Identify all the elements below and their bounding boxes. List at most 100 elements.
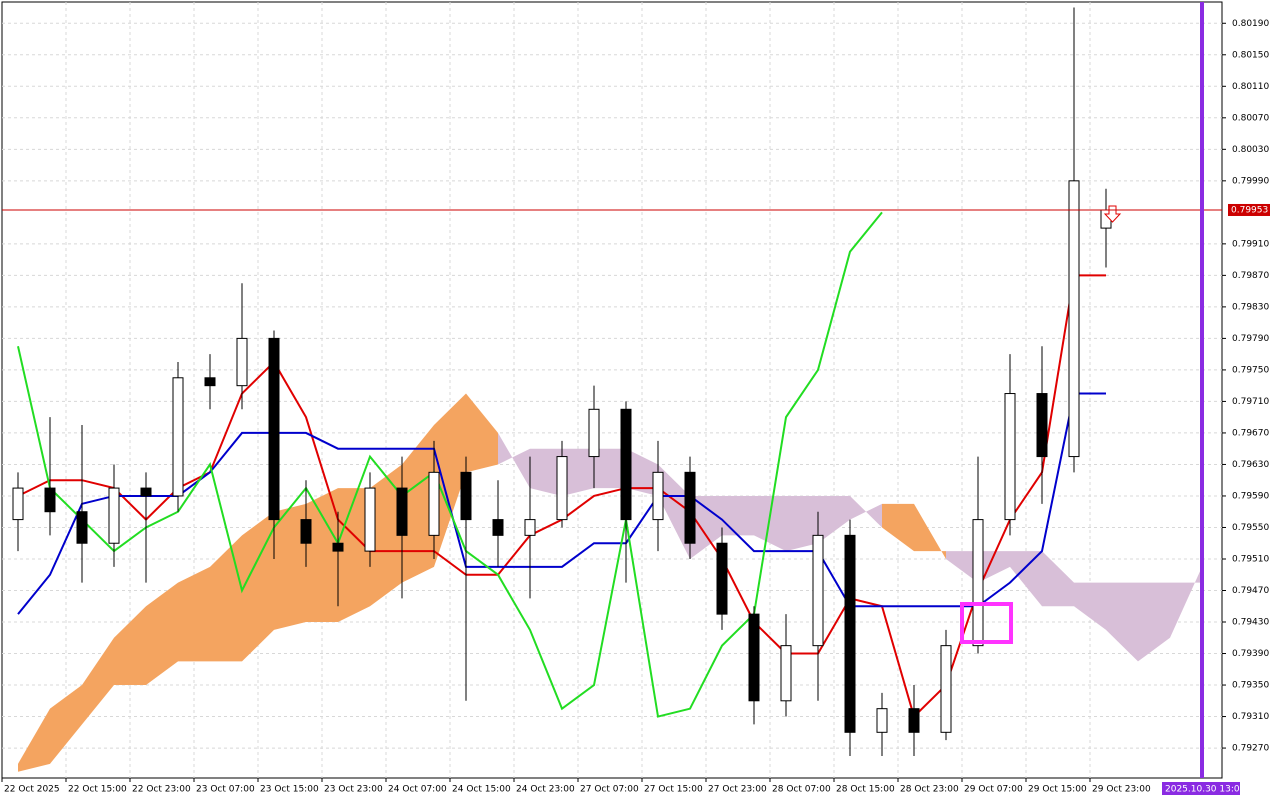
candle-body [1036, 393, 1048, 458]
cloud-segment [402, 425, 434, 583]
candle-body [364, 487, 376, 552]
candle-body [492, 519, 504, 536]
candle-body [844, 534, 856, 733]
y-tick-label: 0.79310 [1232, 712, 1269, 722]
cloud-segment [1138, 582, 1170, 662]
grid [2, 2, 1222, 778]
candle-body [236, 337, 248, 387]
cloud-segment [82, 637, 114, 725]
candle-body [972, 519, 984, 647]
cloud-segment [1010, 551, 1042, 607]
y-tick-label: 0.79590 [1232, 491, 1269, 501]
cloud-segment [210, 535, 242, 662]
plot-frame [1, 1, 1223, 779]
candle-body [460, 471, 472, 521]
x-tick-label: 23 Oct 23:00 [324, 785, 383, 795]
y-tick-label: 0.79790 [1232, 334, 1269, 344]
candle-body [108, 487, 120, 544]
y-tick-label: 0.79670 [1232, 428, 1269, 438]
candle-body [396, 487, 408, 536]
y-tick-label: 0.79750 [1232, 365, 1269, 375]
y-tick-label: 0.79510 [1232, 554, 1269, 564]
y-tick-label: 0.79990 [1232, 176, 1269, 186]
cloud-segment [914, 503, 946, 559]
x-tick-label: 29 Oct 15:00 [1028, 785, 1087, 795]
cloud-segment [18, 708, 50, 772]
x-tick-label: 22 Oct 15:00 [68, 785, 127, 795]
y-tick-label: 0.80150 [1232, 50, 1269, 60]
cloud-segment [1170, 566, 1202, 638]
cloud-segment [274, 503, 306, 630]
y-tick-label: 0.80070 [1232, 113, 1269, 123]
candles [12, 7, 1112, 756]
y-tick-label: 0.79870 [1232, 271, 1269, 281]
cloud-segment [658, 464, 690, 559]
sell-arrow [1103, 205, 1122, 223]
y-tick-label: 0.80190 [1232, 19, 1269, 29]
candle-body [172, 377, 184, 497]
cloud-segment [114, 606, 146, 686]
x-tick-label: 24 Oct 07:00 [388, 785, 447, 795]
cloud-segment [370, 464, 402, 607]
candle-body [524, 519, 536, 536]
cloud-segment [434, 393, 466, 567]
time-marker-box [1162, 782, 1240, 795]
candle-body [684, 471, 696, 544]
cloud-segment [562, 448, 594, 496]
cloud-segment [594, 448, 626, 489]
axis: 0.80190 0.80150 0.80110 0.80070 0.80030 0.799… [1, 19, 1270, 795]
cloud-segment [946, 551, 978, 583]
candle-body [44, 487, 56, 513]
candle-body [812, 534, 824, 647]
cloud-segment [754, 495, 786, 552]
x-tick-label: 22 Oct 2025 [4, 785, 60, 795]
candle-body [332, 542, 344, 552]
time-marker-label: 2025.10.30 13:00 [1165, 785, 1246, 795]
candle-body [588, 408, 600, 458]
cloud-segment [530, 448, 562, 496]
cloud-segment [882, 503, 914, 552]
x-tick-label: 28 Oct 07:00 [772, 785, 831, 795]
candle-body [652, 471, 664, 521]
indicator-line [17, 211, 883, 718]
cloud-segment [690, 495, 722, 559]
y-tick-label: 0.79470 [1232, 586, 1269, 596]
y-tick-label: 0.79430 [1232, 618, 1269, 628]
cloud-segment [466, 393, 498, 473]
x-tick-label: 29 Oct 23:00 [1092, 785, 1151, 795]
y-tick-label: 0.79710 [1232, 397, 1269, 407]
x-tick-label: 28 Oct 23:00 [900, 785, 959, 795]
y-tick-label: 0.80110 [1232, 82, 1269, 92]
candle-body [876, 708, 888, 733]
x-tick-label: 24 Oct 23:00 [516, 785, 575, 795]
cloud-segment [242, 511, 274, 662]
candle-body [556, 456, 568, 521]
candle-body [140, 487, 152, 497]
cloud-segment [306, 488, 338, 623]
candle-body [268, 337, 280, 521]
candle-body [620, 408, 632, 521]
x-tick-label: 28 Oct 15:00 [836, 785, 895, 795]
y-tick-label: 0.79550 [1232, 523, 1269, 533]
x-tick-label: 23 Oct 15:00 [260, 785, 319, 795]
x-tick-label: 23 Oct 07:00 [196, 785, 255, 795]
x-tick-label: 29 Oct 07:00 [964, 785, 1023, 795]
cloud-segment [722, 495, 754, 536]
candle-body [12, 487, 24, 521]
cloud-segment [818, 495, 850, 544]
x-tick-label: 27 Oct 23:00 [708, 785, 767, 795]
cloud-segment [1106, 582, 1138, 662]
current-price-box [1228, 203, 1270, 216]
candle-body [908, 708, 920, 733]
x-tick-label: 24 Oct 15:00 [452, 785, 511, 795]
y-tick-label: 0.79270 [1232, 744, 1269, 754]
cloud-segment [1074, 582, 1106, 630]
cloud-segment [50, 685, 82, 764]
cloud-segment [626, 448, 658, 496]
current-price-label: 0.79953 [1231, 205, 1268, 215]
candle-body [940, 645, 952, 733]
cloud-segment [146, 582, 178, 686]
candle-body [300, 519, 312, 544]
